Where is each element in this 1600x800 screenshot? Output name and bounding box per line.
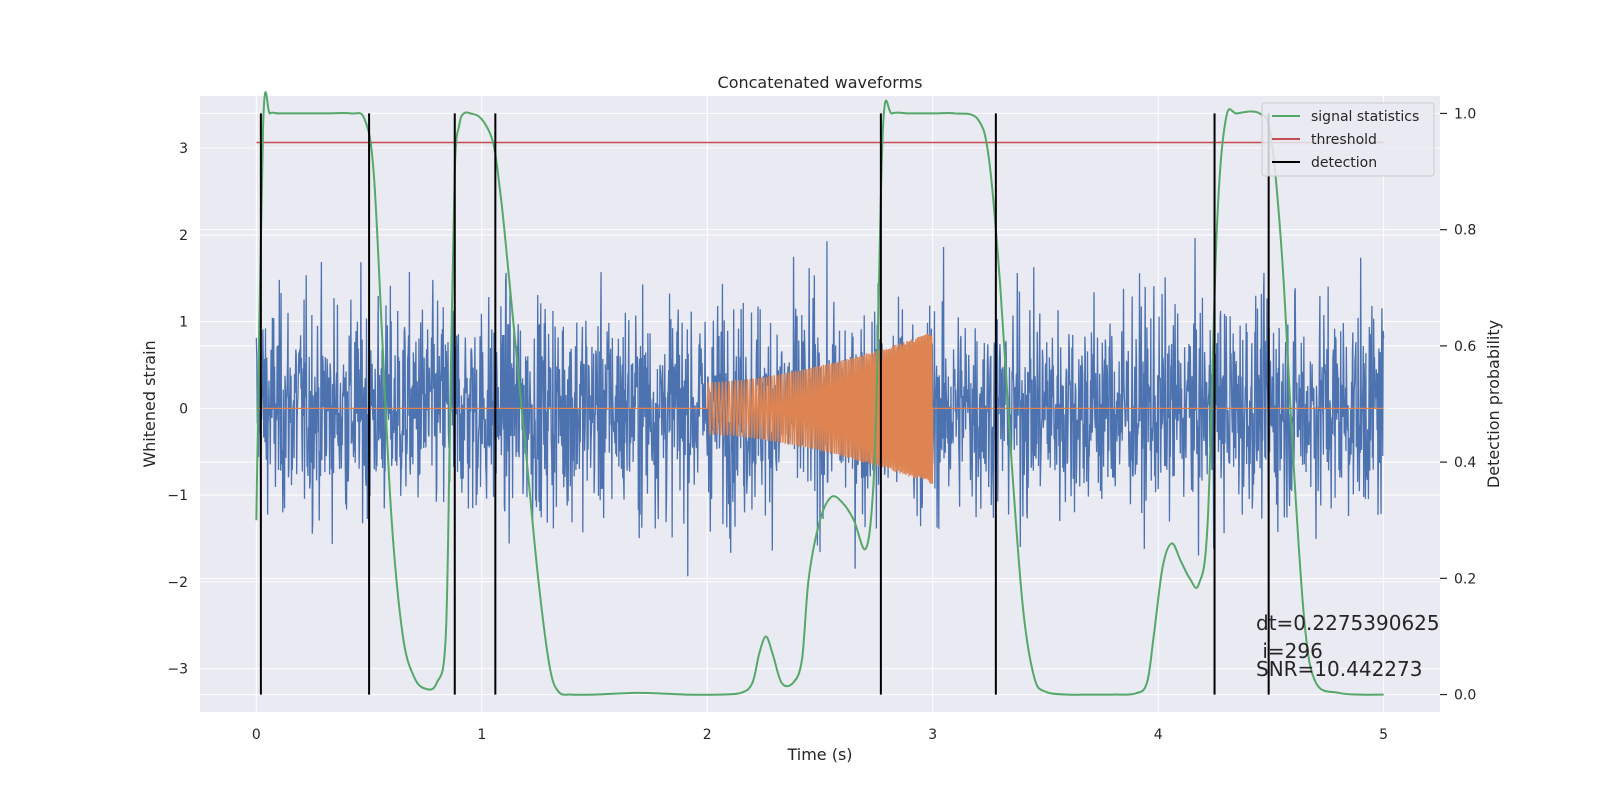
injected-signal-line xyxy=(256,333,1384,485)
y-tick-label: 1 xyxy=(179,315,188,331)
legend-label-detection: detection xyxy=(1311,155,1377,171)
y2-tick-label: 0.4 xyxy=(1454,455,1476,471)
x-tick-label: 4 xyxy=(1154,727,1163,743)
chart-title: Concatenated waveforms xyxy=(718,73,923,92)
y-axis-label: Whitened strain xyxy=(140,340,159,467)
y2-tick-label: 0.0 xyxy=(1454,688,1476,704)
legend: signal statistics threshold detection xyxy=(1261,102,1435,177)
legend-label-threshold: threshold xyxy=(1311,132,1377,148)
y2-tick-label: 0.2 xyxy=(1454,571,1476,587)
y-tick-label: −2 xyxy=(167,575,188,591)
y2-tick-label: 1.0 xyxy=(1454,106,1476,122)
legend-label-signal-statistics: signal statistics xyxy=(1311,109,1419,125)
strain-series xyxy=(255,237,1385,577)
y-tick-label: 0 xyxy=(179,401,188,417)
y2-tick-label: 0.8 xyxy=(1454,223,1476,239)
x-tick-label: 0 xyxy=(252,727,261,743)
x-tick-label: 1 xyxy=(477,727,486,743)
injected-signal-series xyxy=(256,333,1384,485)
y2-axis-label: Detection probability xyxy=(1484,320,1503,488)
signal-statistics-series xyxy=(255,91,1384,696)
y-tick-label: 3 xyxy=(179,141,188,157)
y-tick-label: −1 xyxy=(167,488,188,504)
legend-box xyxy=(1261,102,1435,177)
annotation-dt: dt=0.2275390625 xyxy=(1256,611,1440,635)
annotation-snr: SNR=10.442273 xyxy=(1256,657,1422,681)
x-tick-label: 2 xyxy=(703,727,712,743)
y-tick-label: −3 xyxy=(167,662,188,678)
x-axis-label: Time (s) xyxy=(786,745,852,764)
detection-lines xyxy=(259,113,1270,695)
x-tick-label: 5 xyxy=(1379,727,1388,743)
strain-line xyxy=(255,237,1385,577)
annotation: dt=0.2275390625 i=296 SNR=10.442273 xyxy=(1256,611,1440,681)
axis-ticks: 0 1 2 3 4 5 −3 −2 −1 0 1 2 3 0.0 0.2 0.4 0.6 0.8 1.0 xyxy=(167,106,1476,743)
y-tick-label: 2 xyxy=(179,228,188,244)
signal-statistics-line xyxy=(255,91,1384,696)
annotation-i: i=296 xyxy=(1256,639,1323,663)
x-tick-label: 3 xyxy=(928,727,937,743)
y2-tick-label: 0.6 xyxy=(1454,339,1476,355)
